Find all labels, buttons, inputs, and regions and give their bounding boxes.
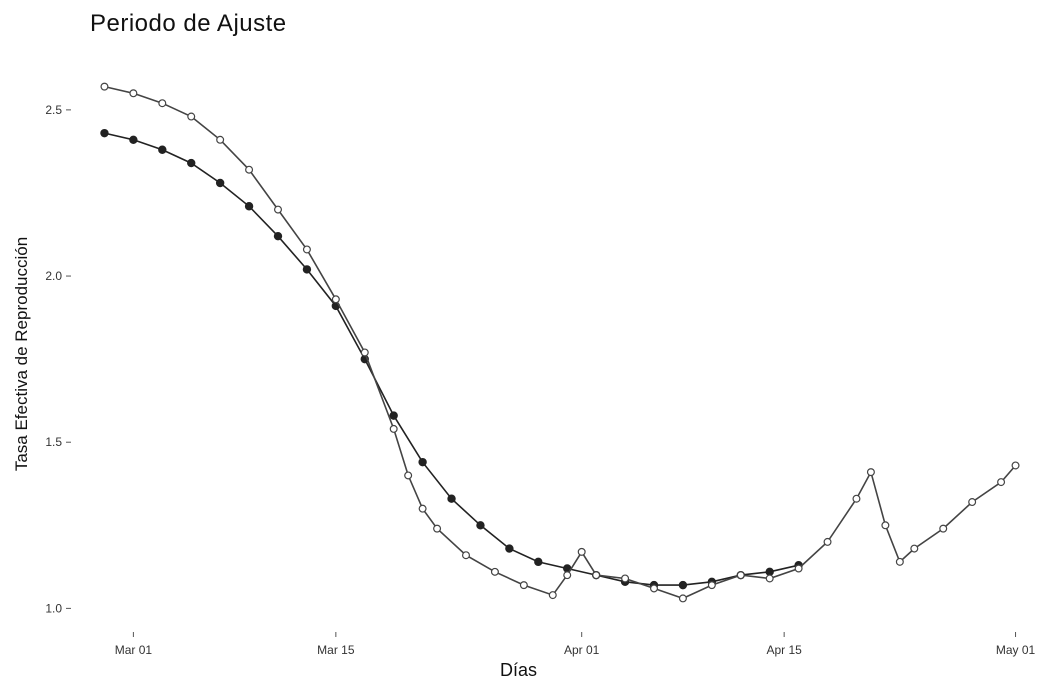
series-1-point	[215, 178, 225, 188]
series-2-point	[490, 567, 499, 576]
series-2-point	[765, 574, 774, 583]
y-tick-label: 2.0	[45, 269, 62, 283]
series-2-point	[997, 478, 1006, 487]
series-1-point	[302, 265, 312, 274]
series-2-point	[433, 524, 442, 533]
y-tick-label: 1.5	[45, 435, 62, 449]
series-line-2	[104, 85, 1017, 600]
series-1-point	[505, 544, 514, 553]
series-1-point	[476, 521, 485, 530]
series-2-point	[621, 574, 630, 583]
x-tick-label: Apr 01	[564, 643, 600, 657]
series-2-point	[577, 547, 586, 556]
series-line-1	[104, 132, 799, 586]
series-2-point	[736, 571, 745, 580]
x-axis-ticks: Mar 01 Mar 15 Apr 01 Apr 15 May 01	[115, 632, 1036, 657]
series-2-point	[404, 471, 413, 480]
series-2-point	[158, 99, 167, 108]
series-2-point	[245, 165, 254, 174]
series-1-point	[418, 457, 427, 467]
series-2-point	[216, 135, 225, 144]
series-2-point	[519, 581, 528, 590]
series-2-point	[910, 544, 919, 553]
series-2-point	[129, 89, 138, 98]
series-2-point	[418, 504, 427, 513]
series-2-point	[895, 557, 904, 566]
series-2-point	[649, 584, 658, 593]
series-2-point	[1011, 461, 1020, 470]
series-1-point	[447, 494, 456, 503]
series-2-point	[360, 348, 369, 357]
x-tick-label: Apr 15	[766, 643, 802, 657]
x-tick-label: Mar 15	[317, 643, 355, 657]
y-tick-label: 2.5	[45, 103, 62, 117]
series-1-point	[389, 411, 398, 420]
y-axis-label: Tasa Efectiva de Reproducción	[12, 236, 31, 472]
series-2-point	[274, 205, 283, 214]
series-1-point	[273, 231, 283, 241]
series-2-point	[881, 521, 890, 530]
series-1-point	[534, 557, 543, 567]
y-tick-label: 1.0	[45, 601, 62, 615]
series-2-point	[462, 551, 471, 560]
series-1-point	[158, 145, 167, 154]
series-2-point	[302, 245, 311, 254]
series-2-point	[331, 295, 340, 304]
x-axis-label: Días	[499, 660, 537, 680]
chart-title: Periodo de Ajuste	[90, 10, 287, 37]
series-2-point	[548, 591, 557, 600]
series-2-point	[187, 112, 196, 121]
series-1-point	[100, 128, 109, 138]
series-2-point	[866, 468, 875, 477]
x-tick-label: Mar 01	[115, 643, 153, 657]
x-tick-label: May 01	[996, 643, 1036, 657]
series-2-point	[100, 82, 109, 91]
series-1-point	[187, 158, 196, 168]
series-1-point	[678, 580, 688, 590]
series-2-point	[968, 498, 977, 507]
series-2-point	[823, 537, 832, 546]
series-1-point	[765, 567, 774, 577]
series-1-point	[244, 202, 254, 211]
series-layer	[100, 82, 1020, 603]
series-2-point	[389, 424, 398, 433]
series-2-point	[563, 571, 572, 580]
series-2-point	[939, 524, 948, 533]
series-1-point	[129, 135, 138, 144]
series-2-point	[852, 494, 861, 503]
series-2-point	[592, 571, 601, 580]
series-2-point	[678, 594, 687, 603]
series-2-point	[707, 581, 716, 590]
y-axis-ticks: 1.0 1.5 2.0 2.5	[45, 103, 71, 615]
series-2-point	[794, 564, 803, 573]
